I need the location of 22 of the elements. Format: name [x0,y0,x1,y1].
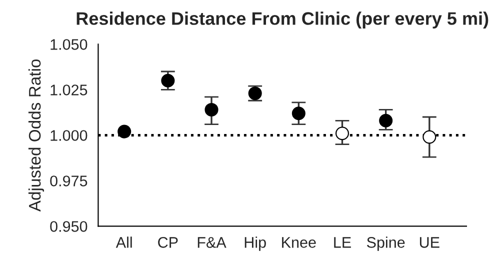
point [118,124,132,138]
chart-title: Residence Distance From Clinic (per every 5 mi) [76,12,488,28]
point [292,106,306,120]
x-tick-label: CP [158,237,178,248]
x-tick-label: LE [334,237,351,248]
point [335,126,350,140]
x-tick-label: F&A [198,237,226,248]
x-tick-label: Hip [244,236,266,251]
y-tick-label: 1.000 [50,130,88,141]
point [379,114,393,128]
point [204,102,218,116]
y-tick-label: 0.950 [50,221,88,232]
x-tick-label: Spine [366,236,405,251]
point [161,74,175,88]
x-tick-label: All [116,236,132,248]
y-tick-label: 1.025 [50,84,88,96]
point [422,130,436,144]
y-axis-title: Adjusted Odds Ratio [28,59,44,212]
y-tick-label: 0.975 [50,176,88,186]
y-tick-label: 1.050 [50,39,88,50]
x-tick-label: Knee [282,237,316,248]
x-tick-label: UE [420,237,440,248]
